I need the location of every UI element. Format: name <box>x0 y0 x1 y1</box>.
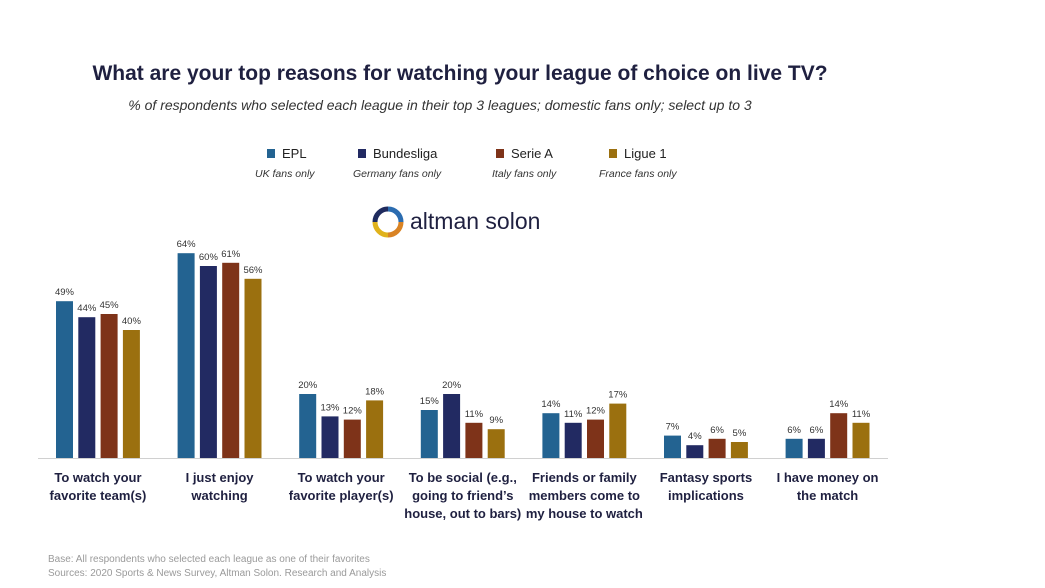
bar-epl-3 <box>299 394 317 458</box>
data-label-ligue-1-6: 5% <box>733 428 747 439</box>
legend-note-epl: UK fans only <box>255 168 315 180</box>
bar-ligue-1-4 <box>487 429 505 458</box>
legend-swatch-ligue-1 <box>609 149 617 158</box>
bar-bundesliga-4 <box>443 394 461 458</box>
category-label-2: I just enjoy watching <box>186 470 255 503</box>
data-label-epl-1: 49% <box>55 287 75 298</box>
bar-ligue-1-3 <box>366 400 384 458</box>
footer-base: Base: All respondents who selected each … <box>48 554 370 565</box>
bar-epl-5 <box>542 413 560 458</box>
bar-epl-2 <box>177 253 195 458</box>
bar-bundesliga-6 <box>686 445 704 458</box>
data-label-ligue-1-1: 40% <box>122 316 142 327</box>
bar-ligue-1-6 <box>730 442 748 458</box>
footer-sources: Sources: 2020 Sports & News Survey, Altm… <box>48 568 387 579</box>
data-label-ligue-1-5: 17% <box>608 390 628 401</box>
bar-bundesliga-3 <box>321 416 339 458</box>
data-label-bundesliga-5: 11% <box>564 409 583 420</box>
bar-bundesliga-7 <box>807 438 825 458</box>
category-label-3: To watch your favorite player(s) <box>289 470 394 503</box>
category-label-5: Friends or family members come to my house… <box>526 470 643 521</box>
bar-serie-a-1 <box>100 314 118 458</box>
bar-ligue-1-2 <box>244 278 262 458</box>
chart-title: What are your top reasons for watching y… <box>92 62 828 85</box>
data-label-ligue-1-7: 11% <box>852 409 871 420</box>
legend-note-ligue-1: France fans only <box>599 168 677 180</box>
legend-label-epl: EPL <box>282 146 307 161</box>
category-label-4: To be social (e.g., going to friend’s hous… <box>404 470 521 521</box>
category-label-7: I have money on the match <box>777 470 879 503</box>
data-label-serie-a-3: 12% <box>343 406 363 417</box>
data-label-serie-a-1: 45% <box>100 300 120 311</box>
bar-bundesliga-5 <box>564 422 582 458</box>
bar-serie-a-5 <box>587 419 604 458</box>
category-label-6: Fantasy sports implications <box>660 470 752 503</box>
data-label-epl-6: 7% <box>666 422 680 433</box>
category-label-1: To watch your favorite team(s) <box>50 470 147 503</box>
legend: EPL UK fans only Bundesliga Germany fans… <box>0 146 1045 186</box>
chart-subtitle: % of respondents who selected each leagu… <box>128 97 752 113</box>
data-label-serie-a-5: 12% <box>586 406 606 417</box>
legend-note-bundesliga: Germany fans only <box>353 168 442 180</box>
bar-ligue-1-5 <box>609 403 627 458</box>
data-label-serie-a-6: 6% <box>710 425 724 436</box>
legend-swatch-epl <box>267 149 275 158</box>
logo-text: altman solon <box>410 208 541 234</box>
bar-epl-1 <box>56 301 73 458</box>
data-label-epl-4: 15% <box>420 396 440 407</box>
data-label-ligue-1-4: 9% <box>489 415 503 426</box>
altman-solon-logo-icon <box>372 206 404 238</box>
data-label-serie-a-7: 14% <box>829 399 849 410</box>
legend-label-serie-a: Serie A <box>511 146 553 161</box>
legend-swatch-serie-a <box>496 149 504 158</box>
bar-ligue-1-7 <box>852 422 870 458</box>
data-label-ligue-1-2: 56% <box>243 265 263 276</box>
bar-serie-a-3 <box>343 419 361 458</box>
bar-bundesliga-1 <box>78 317 96 458</box>
bar-serie-a-7 <box>830 413 848 458</box>
bar-serie-a-4 <box>465 422 483 458</box>
bar-epl-7 <box>785 438 803 458</box>
data-label-bundesliga-7: 6% <box>810 425 824 436</box>
data-label-epl-3: 20% <box>298 380 318 391</box>
bar-epl-4 <box>420 410 438 458</box>
bar-ligue-1-1 <box>122 330 140 458</box>
data-label-bundesliga-2: 60% <box>199 252 219 263</box>
data-label-epl-2: 64% <box>177 239 197 250</box>
data-label-serie-a-4: 11% <box>465 409 484 420</box>
legend-swatch-bundesliga <box>358 149 366 158</box>
bar-bundesliga-2 <box>199 266 217 458</box>
data-label-ligue-1-3: 18% <box>365 386 385 397</box>
data-label-epl-7: 6% <box>787 425 801 436</box>
bar-serie-a-2 <box>222 262 240 458</box>
data-label-epl-5: 14% <box>541 399 561 410</box>
bar-epl-6 <box>664 435 681 458</box>
legend-label-bundesliga: Bundesliga <box>373 146 438 161</box>
altman-solon-logo: altman solon <box>372 206 540 238</box>
data-label-bundesliga-3: 13% <box>320 402 340 413</box>
legend-label-ligue-1: Ligue 1 <box>624 146 667 161</box>
bar-serie-a-6 <box>708 438 726 458</box>
data-label-serie-a-2: 61% <box>221 249 241 260</box>
data-label-bundesliga-6: 4% <box>688 431 702 442</box>
data-label-bundesliga-4: 20% <box>442 380 462 391</box>
legend-note-serie-a: Italy fans only <box>492 168 557 180</box>
data-label-bundesliga-1: 44% <box>77 303 97 314</box>
